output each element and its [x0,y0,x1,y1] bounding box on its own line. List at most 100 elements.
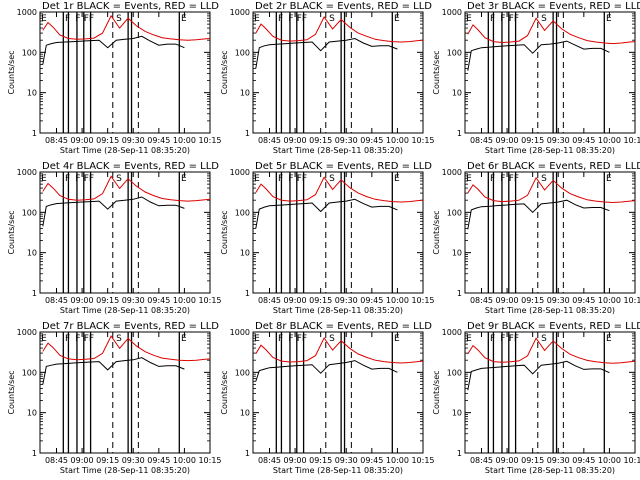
chart-title: Det 6r BLACK = Events, RED = LLD [467,161,640,172]
event-marker-letter: F [84,174,89,184]
lld-series-line [42,335,211,362]
event-marker-letter: F [514,174,519,184]
lld-series-line [255,337,424,364]
event-marker-letter: F [288,14,293,24]
y-tick-label: 1 [457,449,462,458]
chart-title: Det 4r BLACK = Events, RED = LLD [42,161,219,172]
event-marker-letter: F [500,174,505,184]
event-marker-letter: S [541,14,547,24]
x-tick-label: 08:45 [470,136,493,145]
chart-panel-4: Det 4r BLACK = Events, RED = LLD 1 10 100 10… [7,161,222,315]
x-tick-label: 10:00 [598,456,621,465]
x-tick-label: 10:15 [198,296,221,305]
event-marker-letter: S [116,14,122,24]
x-tick-label: 10:00 [598,136,621,145]
event-marker-letter: F [297,14,302,24]
event-marker-letter: F [89,14,94,24]
chart-panel-1: Det 1r BLACK = Events, RED = LLD 1 10 100 10… [7,1,222,155]
x-tick-label: 09:00 [496,456,519,465]
event-marker-letter: E [394,174,400,184]
chart-title: Det 2r BLACK = Events, RED = LLD [255,1,432,12]
y-tick-label: 100 [447,368,462,377]
event-marker-letter: S [329,14,335,24]
chart-panel-8: Det 8r BLACK = Events, RED = LLD 1 10 100 10… [220,321,435,475]
events-series-line [42,35,185,65]
event-marker-letter: E [466,14,472,24]
x-tick-label: 09:00 [71,136,94,145]
events-series-line [255,37,398,69]
x-tick-label: 10:00 [173,136,196,145]
x-axis-label: Start Time (28-Sep-11 08:35:20) [485,466,615,475]
x-tick-label: 09:45 [147,136,170,145]
event-marker-letter: F [65,14,70,24]
y-tick-label: 1 [32,129,37,138]
events-series-line [255,360,398,382]
y-tick-label: 1 [245,289,250,298]
event-marker-letter: S [329,334,335,344]
y-tick-label: 1000 [17,168,37,177]
event-marker-letter: F [288,334,293,344]
x-tick-label: 09:00 [284,296,307,305]
x-tick-label: 10:00 [386,296,409,305]
chart-panel-7: Det 7r BLACK = Events, RED = LLD 1 10 100 10… [7,321,222,475]
y-tick-label: 1000 [230,328,250,337]
lld-series-line [42,175,211,202]
lld-series-line [467,176,636,204]
event-marker-letter: E [394,14,400,24]
y-axis-label: Counts/sec [432,370,441,414]
x-tick-label: 08:45 [470,456,493,465]
x-tick-label: 10:15 [623,136,640,145]
lld-series-line [467,17,636,45]
lld-series-line [255,176,424,203]
x-tick-label: 10:15 [623,296,640,305]
event-marker-letter: E [181,14,187,24]
plot-frame [39,171,211,294]
x-tick-label: 09:30 [122,456,145,465]
event-marker-letter: F [278,14,283,24]
lld-series-line [467,337,636,364]
chart-title: Det 3r BLACK = Events, RED = LLD [467,1,640,12]
x-tick-label: 09:00 [284,456,307,465]
lld-series-line [255,16,424,43]
event-marker-letter: F [65,174,70,184]
x-tick-label: 10:15 [198,136,221,145]
x-tick-label: 09:45 [360,296,383,305]
chart-panel-5: Det 5r BLACK = Events, RED = LLD 1 10 100 10… [220,161,435,315]
event-marker-letter: E [254,174,260,184]
events-series-line [467,199,610,230]
chart-panel-9: Det 9r BLACK = Events, RED = LLD 1 10 100 10… [432,321,640,475]
event-marker-letter: F [65,334,70,344]
x-axis-label: Start Time (28-Sep-11 08:35:20) [60,306,190,315]
plot-frame [39,331,211,454]
y-tick-label: 1000 [442,168,462,177]
y-tick-label: 100 [447,208,462,217]
event-marker-letter: F [302,174,307,184]
event-marker-letter: E [181,334,187,344]
y-tick-label: 1000 [442,328,462,337]
y-tick-label: 100 [22,368,37,377]
event-marker-letter: E [41,334,47,344]
event-marker-letter: F [89,334,94,344]
event-marker-letter: S [116,334,122,344]
event-marker-letter: E [606,14,612,24]
y-tick-label: 100 [235,368,250,377]
y-tick-label: 1 [245,129,250,138]
y-tick-label: 10 [27,409,37,418]
x-tick-label: 09:45 [572,136,595,145]
y-tick-label: 100 [22,48,37,57]
y-tick-label: 10 [452,89,462,98]
events-series-line [467,360,610,391]
x-tick-label: 09:00 [496,296,519,305]
x-tick-label: 09:45 [360,456,383,465]
x-tick-label: 10:00 [386,456,409,465]
x-tick-label: 09:30 [547,456,570,465]
event-marker-letter: F [509,14,514,24]
y-tick-label: 1000 [230,8,250,17]
x-axis-label: Start Time (28-Sep-11 08:35:20) [273,306,403,315]
y-tick-label: 100 [235,208,250,217]
x-tick-label: 09:15 [309,296,332,305]
event-marker-letter: F [500,14,505,24]
event-marker-letter: F [490,174,495,184]
x-tick-label: 09:30 [122,296,145,305]
